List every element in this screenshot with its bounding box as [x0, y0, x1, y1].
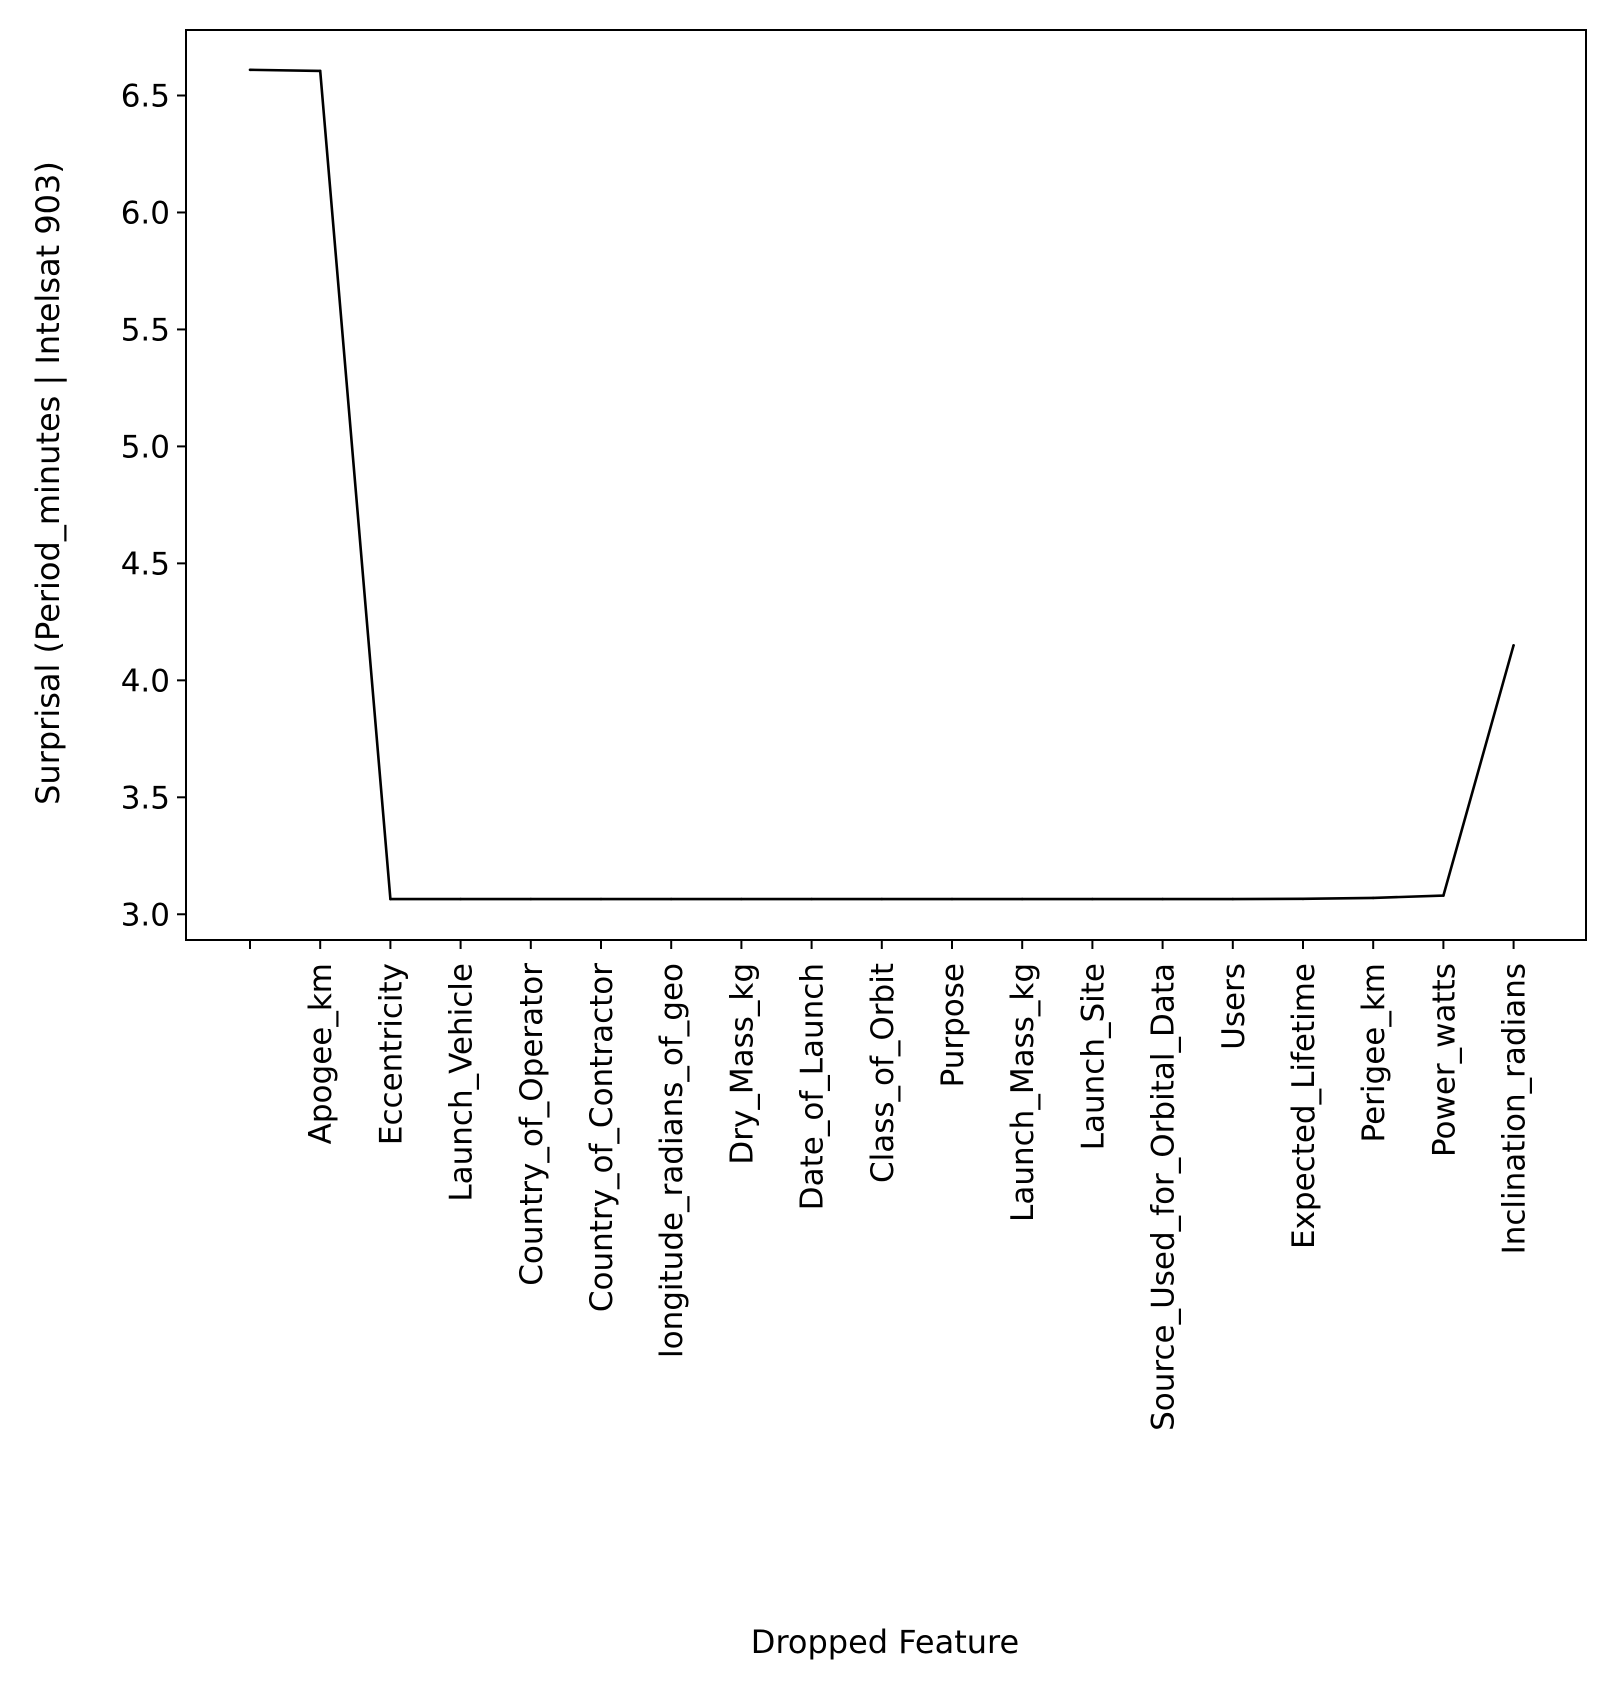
- data-point: [318, 69, 322, 73]
- data-point: [950, 897, 954, 901]
- data-point: [389, 897, 392, 901]
- x-tick-label: Country_of_Operator: [514, 963, 550, 1286]
- data-point: [1091, 897, 1094, 901]
- data-point: [880, 897, 884, 901]
- x-tick-label: Country_of_Contractor: [584, 963, 620, 1312]
- x-tick-label: longitude_radians_of_geo: [654, 963, 690, 1358]
- x-tick-label: Class_of_Orbit: [865, 963, 901, 1183]
- x-tick-label: Apogee_km: [303, 963, 339, 1144]
- y-axis-ticks: 3.0 3.5 4.0 4.5 5.0 5.5 6.0 6.5: [121, 79, 186, 933]
- data-point: [529, 897, 533, 901]
- y-tick-label: 4.0: [121, 663, 170, 699]
- plot-area: [185, 29, 1587, 941]
- x-tick-label: Dry_Mass_kg: [724, 963, 760, 1165]
- x-tick-label: Purpose: [935, 963, 971, 1087]
- y-tick-label: 3.0: [121, 897, 170, 933]
- data-point: [1512, 643, 1515, 647]
- x-axis-ticks: Apogee_km Eccentricity Launch_Vehicle Count…: [249, 940, 1533, 1431]
- data-point: [1020, 897, 1024, 901]
- x-tick-label: Launch_Mass_kg: [1005, 963, 1041, 1222]
- y-tick-label: 5.5: [121, 312, 170, 348]
- data-point: [1301, 897, 1305, 901]
- y-axis-label: Surprisal (Period_minutes | Intelsat 903…: [29, 161, 67, 805]
- y-tick-label: 4.5: [121, 546, 170, 582]
- data-point: [1371, 896, 1375, 900]
- data-point: [1231, 897, 1235, 901]
- plot-frame: [185, 29, 1587, 941]
- data-point: [459, 897, 462, 901]
- data-point: [599, 897, 603, 901]
- data-point: [248, 68, 252, 72]
- data-point: [669, 897, 673, 901]
- data-point: [740, 897, 743, 901]
- x-tick-label: Power_watts: [1426, 963, 1462, 1157]
- x-tick-label: Eccentricity: [373, 963, 409, 1145]
- y-tick-label: 6.0: [121, 195, 170, 231]
- x-axis-label: Dropped Feature: [751, 1623, 1019, 1661]
- x-tick-label: Perigee_km: [1356, 963, 1392, 1143]
- x-tick-label: Source_Used_for_Orbital_Data: [1146, 963, 1182, 1431]
- x-tick-label: Expected_Lifetime: [1286, 963, 1322, 1249]
- data-point: [1442, 894, 1445, 897]
- x-tick-label: Launch_Site: [1075, 963, 1111, 1150]
- x-tick-label: Date_of_Launch: [795, 963, 831, 1210]
- y-tick-label: 6.5: [121, 79, 170, 115]
- x-tick-label: Users: [1216, 963, 1252, 1050]
- x-tick-label: Inclination_radians: [1497, 963, 1533, 1254]
- data-point: [1161, 897, 1164, 901]
- series-line: [249, 68, 1515, 901]
- data-point: [810, 897, 813, 901]
- x-tick-label: Launch_Vehicle: [444, 963, 480, 1202]
- y-tick-label: 3.5: [121, 780, 170, 816]
- y-tick-label: 5.0: [121, 429, 170, 465]
